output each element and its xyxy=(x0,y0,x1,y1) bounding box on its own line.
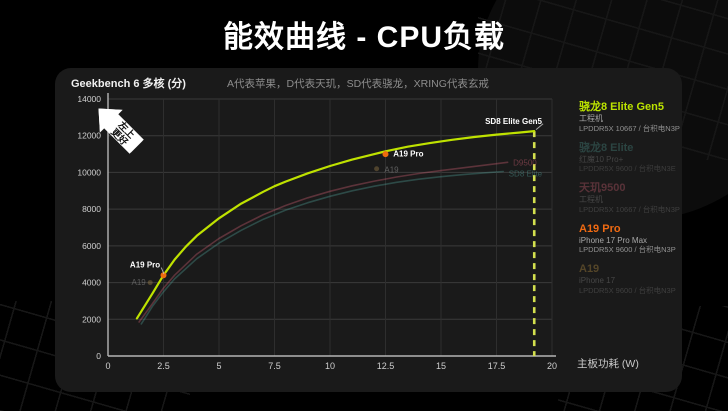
legend-memory-process: LPDDR5X 9600 / 台积电N3E xyxy=(579,164,676,173)
y-axis-title: Geekbench 6 多核 (分) xyxy=(71,78,186,90)
data-point-a19-pro xyxy=(160,272,167,279)
legend-device: 红魔10 Pro+ xyxy=(579,154,624,164)
series-line-d9500 xyxy=(138,161,509,323)
annotation-label: SD8 Elite xyxy=(509,170,543,179)
y-tick-label: 0 xyxy=(96,351,101,361)
y-tick-label: 2000 xyxy=(82,314,101,324)
y-tick-label: 8000 xyxy=(82,204,101,214)
data-point-a19-pro xyxy=(382,151,389,158)
x-tick-label: 7.5 xyxy=(268,361,281,371)
y-tick-label: 12000 xyxy=(77,131,101,141)
legend-memory-process: LPDDR5X 10667 / 台积电N3P xyxy=(579,204,680,214)
legend-item-3: 天玑9500 工程机 LPDDR5X 10667 / 台积电N3P xyxy=(579,182,683,214)
legend-chip-name: A19 xyxy=(579,263,600,275)
page-title: 能效曲线 - CPU负载 xyxy=(223,21,505,54)
legend-memory-process: LPDDR5X 10667 / 台积电N3P xyxy=(579,123,680,133)
annotation-label: SD8 Elite Gen5 xyxy=(485,117,542,126)
legend-chip-name: 骁龙8 Elite Gen5 xyxy=(579,101,664,113)
annotation-label: A19 xyxy=(384,166,399,175)
better-direction-badge: 左上 更好 xyxy=(87,96,151,165)
legend-chip-name: 天玑9500 xyxy=(579,182,626,194)
legend-device: iPhone 17 Pro Max xyxy=(579,235,648,245)
series-line-sd8-elite xyxy=(140,170,505,325)
annotation-label: A19 Pro xyxy=(393,150,423,159)
y-tick-label: 4000 xyxy=(82,278,101,288)
annotation-label: A19 Pro xyxy=(130,261,160,270)
legend-memory-process: LPDDR5X 9600 / 台积电N3P xyxy=(579,245,676,254)
x-tick-label: 12.5 xyxy=(377,361,395,371)
x-tick-label: 17.5 xyxy=(488,361,506,371)
legend-device: iPhone 17 xyxy=(579,276,616,285)
efficiency-chart: 0 2000 4000 6000 8000 10000 12000 14000 0 2.5 5 7.5… xyxy=(77,93,557,371)
y-tick-label: 6000 xyxy=(82,241,101,251)
x-tick-label: 5 xyxy=(216,361,221,371)
legend-device: 工程机 xyxy=(579,195,603,204)
x-tick-label: 2.5 xyxy=(157,361,170,371)
x-tick-label: 15 xyxy=(436,361,446,371)
x-axis-title: 主板功耗 (W) xyxy=(577,358,639,370)
chart-card: Geekbench 6 多核 (分) A代表苹果，D代表天玑，SD代表骁龙，XR… xyxy=(55,68,682,392)
legend-item-4: A19 Pro iPhone 17 Pro Max LPDDR5X 9600 / 台… xyxy=(579,223,683,255)
y-tick-label: 10000 xyxy=(77,167,101,177)
legend-device: 工程机 xyxy=(579,114,603,123)
legend-item-2: 骁龙8 Elite 红魔10 Pro+ LPDDR5X 9600 / 台积电N3E xyxy=(579,142,683,174)
up-left-arrow-icon: 左上 更好 xyxy=(98,108,144,154)
legend-memory-process: LPDDR5X 9600 / 台积电N3P xyxy=(579,285,676,295)
annotation-label: A19 xyxy=(132,278,147,287)
chart-note: A代表苹果，D代表天玑，SD代表骁龙，XRING代表玄戒 xyxy=(227,78,489,90)
y-tick-label: 14000 xyxy=(77,94,101,104)
data-point-a19 xyxy=(147,280,153,286)
legend: 骁龙8 Elite Gen5 工程机 LPDDR5X 10667 / 台积电N3P 骁… xyxy=(579,101,683,304)
x-tick-label: 20 xyxy=(547,361,557,371)
legend-chip-name: A19 Pro xyxy=(579,222,621,235)
x-tick-label: 0 xyxy=(105,361,110,371)
legend-item-5: A19 iPhone 17 LPDDR5X 9600 / 台积电N3P xyxy=(579,263,683,295)
data-point-a19 xyxy=(374,166,380,172)
series-line-sd8-elite-gen5 xyxy=(135,129,536,320)
legend-chip-name: 骁龙8 Elite xyxy=(579,141,634,154)
x-tick-label: 10 xyxy=(325,361,335,371)
annotation-label: D9500 xyxy=(513,158,537,167)
legend-item-1: 骁龙8 Elite Gen5 工程机 LPDDR5X 10667 / 台积电N3P xyxy=(579,101,683,133)
